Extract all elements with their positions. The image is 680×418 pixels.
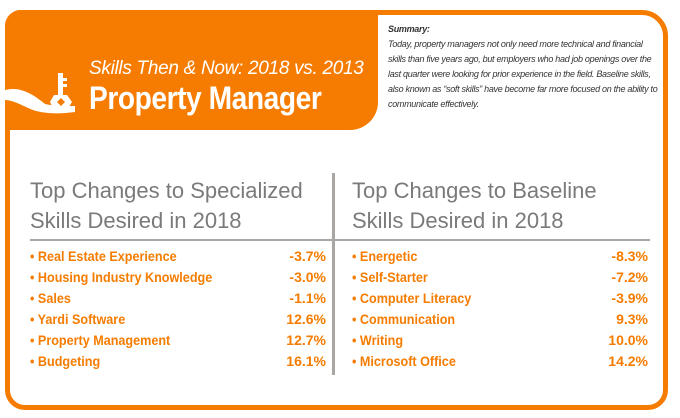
list-item: • Writing 10.0%: [352, 330, 648, 351]
skill-label: • Communication: [352, 311, 456, 327]
skill-value: -1.1%: [289, 290, 326, 306]
skill-value: 12.6%: [286, 311, 326, 327]
skill-label: • Energetic: [352, 248, 418, 264]
skill-label: • Microsoft Office: [352, 353, 456, 369]
list-item: • Self-Starter -7.2%: [352, 267, 648, 288]
summary-heading: Summary:: [388, 24, 430, 34]
summary-text: Today, property managers not only need m…: [388, 39, 658, 109]
hand-holding-key-icon: [5, 73, 75, 114]
skill-label: • Self-Starter: [352, 269, 428, 285]
skill-label: • Yardi Software: [30, 311, 126, 327]
skill-label: • Sales: [30, 290, 71, 306]
list-item: • Yardi Software 12.6%: [30, 309, 326, 330]
list-item: • Real Estate Experience -3.7%: [30, 246, 326, 267]
skill-value: 14.2%: [608, 353, 648, 369]
skill-label: • Housing Industry Knowledge: [30, 269, 213, 285]
list-item: • Microsoft Office 14.2%: [352, 351, 648, 372]
skill-label: • Property Management: [30, 332, 171, 348]
list-item: • Energetic -8.3%: [352, 246, 648, 267]
skill-label: • Computer Literacy: [352, 290, 472, 306]
header-banner: Skills Then & Now: 2018 vs. 2013 Propert…: [5, 10, 378, 130]
skill-value: 12.7%: [286, 332, 326, 348]
baseline-skills-section: Top Changes to Baseline Skills Desired i…: [352, 176, 648, 372]
list-item: • Budgeting 16.1%: [30, 351, 326, 372]
list-item: • Housing Industry Knowledge -3.0%: [30, 267, 326, 288]
skill-value: 10.0%: [608, 332, 648, 348]
header-subtitle: Skills Then & Now: 2018 vs. 2013: [89, 58, 364, 79]
column-divider: [332, 173, 335, 375]
specialized-heading: Top Changes to Specialized Skills Desire…: [30, 178, 303, 233]
baseline-heading: Top Changes to Baseline Skills Desired i…: [352, 178, 597, 233]
skill-label: • Budgeting: [30, 353, 101, 369]
skill-value: 16.1%: [286, 353, 326, 369]
skill-value: -3.7%: [289, 248, 326, 264]
heading-divider: [30, 239, 650, 241]
header-title: Property Manager: [89, 80, 322, 116]
specialized-skills-section: Top Changes to Specialized Skills Desire…: [30, 176, 326, 372]
skill-value: -3.9%: [611, 290, 648, 306]
list-item: • Property Management 12.7%: [30, 330, 326, 351]
list-item: • Sales -1.1%: [30, 288, 326, 309]
skill-value: -3.0%: [289, 269, 326, 285]
list-item: • Communication 9.3%: [352, 309, 648, 330]
summary-block: Summary: Today, property managers not on…: [388, 22, 658, 112]
skill-label: • Writing: [352, 332, 404, 348]
skill-label: • Real Estate Experience: [30, 248, 177, 264]
list-item: • Computer Literacy -3.9%: [352, 288, 648, 309]
skill-value: -7.2%: [611, 269, 648, 285]
skill-value: 9.3%: [616, 311, 648, 327]
skill-value: -8.3%: [611, 248, 648, 264]
